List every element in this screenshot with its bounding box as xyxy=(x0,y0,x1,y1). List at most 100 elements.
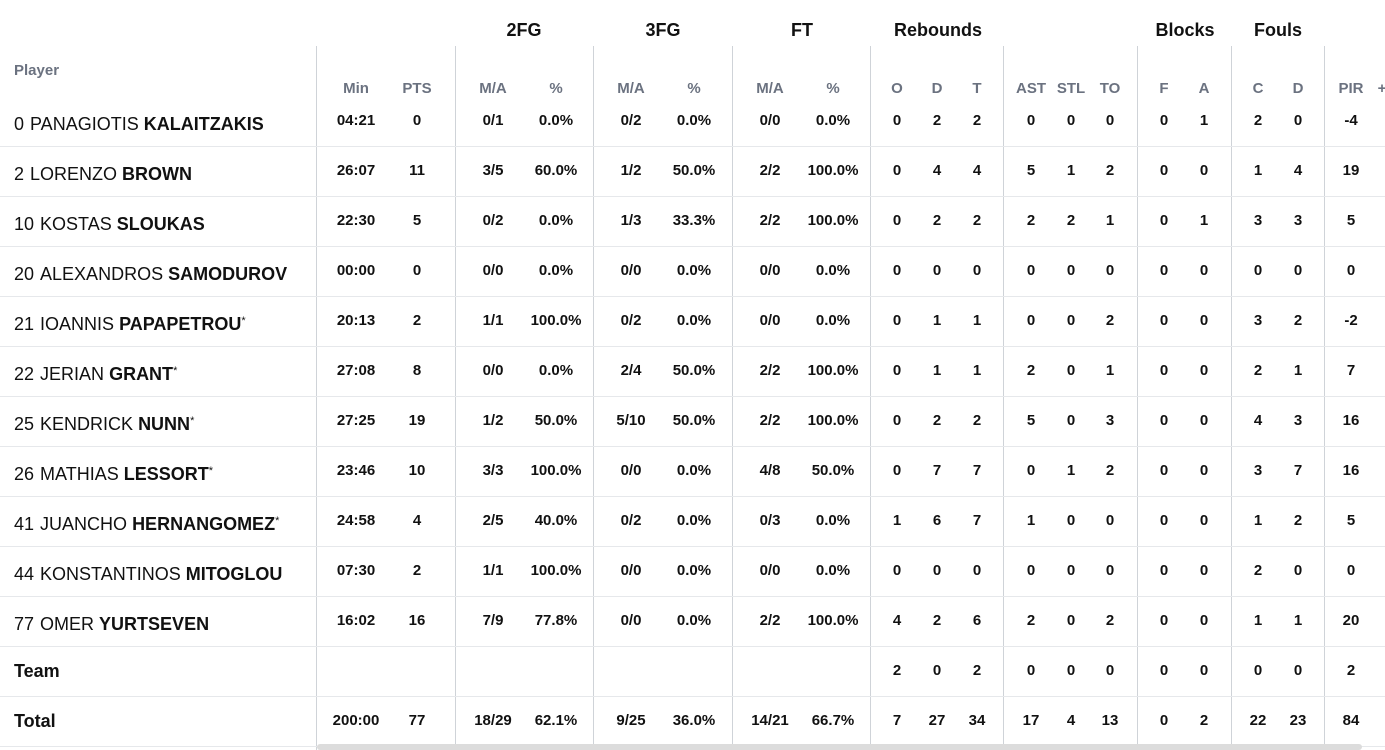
stat-ast: 2 xyxy=(1026,212,1036,229)
stat-stl: 0 xyxy=(1066,612,1076,629)
stat-to: 1 xyxy=(1105,362,1115,379)
stat-foul-d: 2 xyxy=(1293,512,1303,529)
stat-ft-ma: 0/0 xyxy=(759,312,781,329)
stat-pts: 2 xyxy=(412,562,422,579)
stat-foul-c: 3 xyxy=(1253,462,1263,479)
stat-blk-f: 0 xyxy=(1159,262,1169,279)
stat-min: 23:46 xyxy=(336,462,376,479)
column-header-ft-pct[interactable]: % xyxy=(826,80,840,97)
column-header-reb-o[interactable]: O xyxy=(891,80,903,97)
stat-min xyxy=(324,646,388,696)
stat-3fg-ma: 9/25 xyxy=(616,712,646,729)
stat-2fg-pct: 0.0% xyxy=(538,262,574,279)
group-title-3fg: 3FG xyxy=(645,20,681,40)
column-header-stl[interactable]: STL xyxy=(1056,80,1086,97)
player-name-link[interactable]: 21 IOANNIS PAPAPETROU* xyxy=(14,296,246,346)
stat-foul-d: 0 xyxy=(1293,262,1303,279)
stat-ft-pct: 50.0% xyxy=(811,462,855,479)
stat-reb-t: 2 xyxy=(972,112,982,129)
column-header-foul-c[interactable]: C xyxy=(1252,80,1264,97)
player-last-name: HERNANGOMEZ xyxy=(132,514,276,534)
column-divider xyxy=(1231,46,1232,750)
column-header-plus-minus[interactable]: + xyxy=(1377,80,1385,97)
stat-foul-c: 3 xyxy=(1253,212,1263,229)
player-name-link[interactable]: 44 KONSTANTINOS MITOGLOU xyxy=(14,546,282,596)
column-header-2fg-pct[interactable]: % xyxy=(549,80,563,97)
group-title-fouls: Fouls xyxy=(1254,20,1302,40)
stat-3fg-pct: 36.0% xyxy=(672,712,716,729)
group-title-2fg: 2FG xyxy=(506,20,542,40)
column-header-pir[interactable]: PIR xyxy=(1338,80,1364,97)
stat-to: 0 xyxy=(1105,512,1115,529)
stat-foul-c: 0 xyxy=(1253,262,1263,279)
stat-foul-d: 0 xyxy=(1293,112,1303,129)
stat-blk-a: 0 xyxy=(1199,162,1209,179)
stat-foul-d: 1 xyxy=(1293,362,1303,379)
column-header-min[interactable]: Min xyxy=(343,80,369,97)
stat-3fg-pct: 50.0% xyxy=(672,412,716,429)
stat-to: 0 xyxy=(1105,112,1115,129)
table-row: 20 ALEXANDROS SAMODUROV 00:00 0 0/0 0.0% 0/0 0.… xyxy=(0,246,1385,297)
player-first-name: PANAGIOTIS xyxy=(30,114,139,134)
column-header-blk-f[interactable]: F xyxy=(1159,80,1169,97)
player-name-link[interactable]: 25 KENDRICK NUNN* xyxy=(14,396,194,446)
stat-3fg-ma: 1/2 xyxy=(620,162,642,179)
stat-2fg-pct: 60.0% xyxy=(534,162,578,179)
column-divider xyxy=(593,46,594,750)
stat-blk-f: 0 xyxy=(1159,312,1169,329)
column-header-to[interactable]: TO xyxy=(1099,80,1121,97)
player-name-link[interactable]: 10 KOSTAS SLOUKAS xyxy=(14,196,205,246)
column-header-reb-d[interactable]: D xyxy=(931,80,943,97)
column-header-ft-ma[interactable]: M/A xyxy=(756,80,784,97)
player-name-link[interactable]: 26 MATHIAS LESSORT* xyxy=(14,446,213,496)
column-header-player[interactable]: Player xyxy=(14,62,60,79)
stat-foul-c: 0 xyxy=(1253,662,1263,679)
player-number: 21 xyxy=(14,314,35,334)
stat-to: 2 xyxy=(1105,612,1115,629)
stat-3fg-pct: 0.0% xyxy=(676,612,712,629)
column-header-blk-a[interactable]: A xyxy=(1198,80,1210,97)
table-row: 41 JUANCHO HERNANGOMEZ* 24:58 4 2/5 40.0% 0/2 0… xyxy=(0,496,1385,547)
row-label: Team xyxy=(14,661,60,681)
column-header-3fg-pct[interactable]: % xyxy=(687,80,701,97)
stat-pir: 7 xyxy=(1346,362,1356,379)
column-header-ast[interactable]: AST xyxy=(1016,80,1046,97)
stat-3fg-pct: 50.0% xyxy=(672,362,716,379)
stat-foul-c: 22 xyxy=(1249,712,1267,729)
stat-pts: 19 xyxy=(408,412,426,429)
column-header-reb-t[interactable]: T xyxy=(972,80,982,97)
stat-pir: 5 xyxy=(1346,212,1356,229)
player-number: 20 xyxy=(14,264,35,284)
player-name-link[interactable]: 20 ALEXANDROS SAMODUROV xyxy=(14,246,287,296)
stat-reb-t: 7 xyxy=(972,512,982,529)
player-last-name: BROWN xyxy=(122,164,193,184)
player-name-link[interactable]: 2 LORENZO BROWN xyxy=(14,146,192,196)
stat-ast: 2 xyxy=(1026,362,1036,379)
player-name-link[interactable]: 22 JERIAN GRANT* xyxy=(14,346,177,396)
stat-2fg-ma xyxy=(461,646,525,696)
stat-blk-a: 0 xyxy=(1199,562,1209,579)
stat-pts: 4 xyxy=(412,512,422,529)
column-header-foul-d[interactable]: D xyxy=(1292,80,1304,97)
player-number: 10 xyxy=(14,214,35,234)
column-header-3fg-ma[interactable]: M/A xyxy=(617,80,645,97)
column-divider xyxy=(455,46,456,750)
player-name-link[interactable]: 41 JUANCHO HERNANGOMEZ* xyxy=(14,496,279,546)
stat-3fg-pct: 50.0% xyxy=(672,162,716,179)
player-name-link[interactable]: 77 OMER YURTSEVEN xyxy=(14,596,209,646)
stat-2fg-ma: 18/29 xyxy=(474,712,512,729)
player-name-link[interactable]: 0 PANAGIOTIS KALAITZAKIS xyxy=(14,96,264,146)
stat-2fg-pct: 100.0% xyxy=(530,562,582,579)
stat-reb-t: 34 xyxy=(968,712,986,729)
column-header-2fg-ma[interactable]: M/A xyxy=(479,80,507,97)
stat-3fg-pct: 0.0% xyxy=(676,562,712,579)
stat-min: 00:00 xyxy=(336,262,376,279)
stat-foul-d: 0 xyxy=(1293,562,1303,579)
player-starter-mark: * xyxy=(190,415,195,427)
stat-reb-o: 1 xyxy=(892,512,902,529)
stat-blk-f: 0 xyxy=(1159,362,1169,379)
column-header-pts[interactable]: PTS xyxy=(402,80,432,97)
stat-ast: 5 xyxy=(1026,412,1036,429)
table-row: 0 PANAGIOTIS KALAITZAKIS 04:21 0 0/1 0.0% 0/2 0… xyxy=(0,96,1385,147)
horizontal-scrollbar[interactable] xyxy=(317,744,1362,750)
